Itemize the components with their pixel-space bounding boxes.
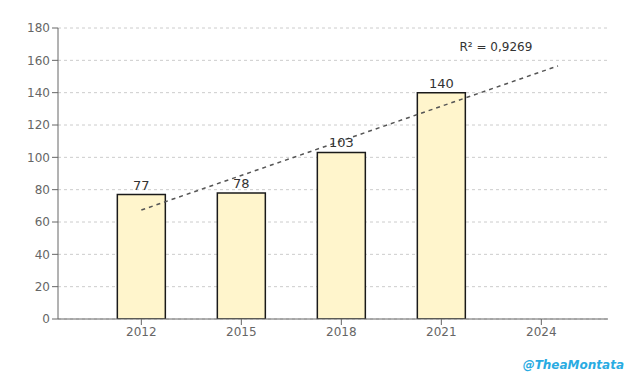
svg-text:77: 77 [133, 178, 150, 193]
svg-text:2015: 2015 [226, 325, 257, 339]
html-text:R² = 0,9269: R² = 0,9269 [459, 39, 533, 54]
svg-text:120: 120 [27, 118, 50, 132]
svg-text:2021: 2021 [426, 325, 457, 339]
svg-text:2024: 2024 [526, 325, 557, 339]
html-text:@TheaMontata: @TheaMontata [522, 358, 624, 372]
svg-text:80: 80 [35, 183, 50, 197]
svg-text:40: 40 [35, 248, 50, 262]
svg-text:103: 103 [329, 135, 354, 150]
svg-text:60: 60 [35, 215, 50, 229]
svg-text:180: 180 [27, 21, 50, 35]
svg-text:140: 140 [27, 86, 50, 100]
svg-text:160: 160 [27, 54, 50, 68]
svg-text:2018: 2018 [326, 325, 357, 339]
svg-text:2012: 2012 [126, 325, 157, 339]
svg-text:0: 0 [42, 312, 50, 326]
svg-text:78: 78 [233, 176, 250, 191]
svg-text:20: 20 [35, 280, 50, 294]
svg-text:140: 140 [429, 76, 454, 91]
svg-text:100: 100 [27, 151, 50, 165]
